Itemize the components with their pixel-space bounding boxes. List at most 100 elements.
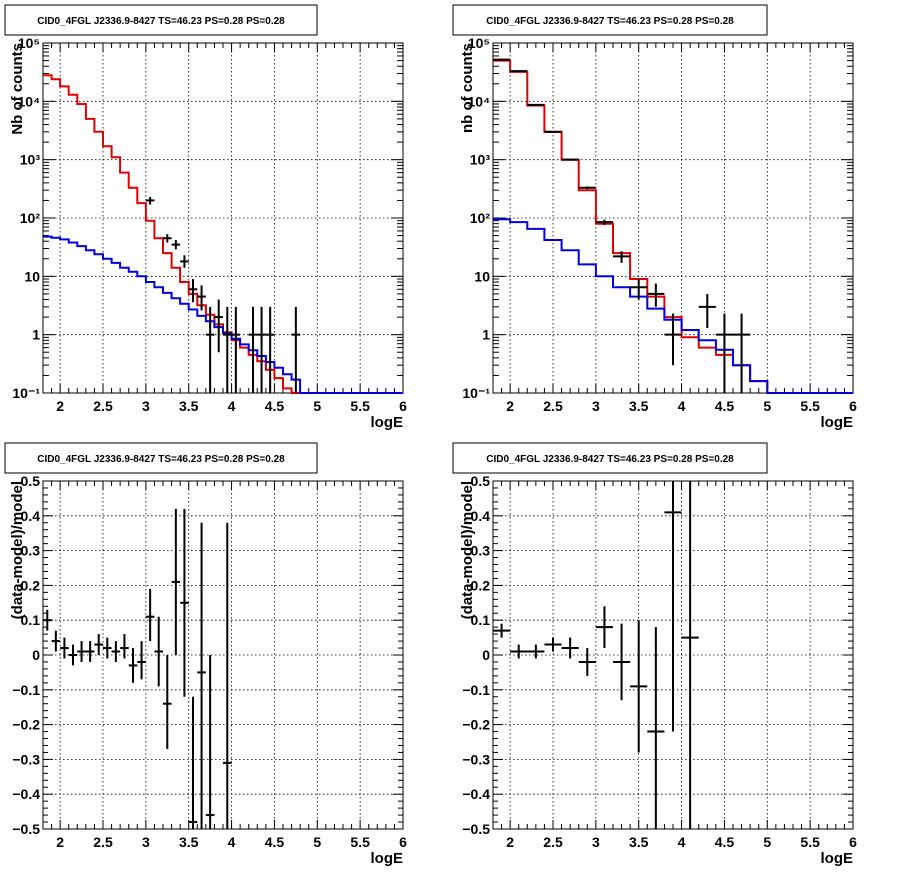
series-line-blue bbox=[493, 218, 853, 394]
y-tick-label: 10 bbox=[474, 268, 490, 284]
x-tick-label: 3.5 bbox=[629, 834, 649, 850]
data-point bbox=[561, 637, 579, 659]
data-point bbox=[188, 279, 198, 303]
panel-top-left-counts: CID0_4FGL J2336.9-8427 TS=46.23 PS=0.28 … bbox=[4, 4, 407, 431]
y-tick-label: −0.3 bbox=[462, 751, 490, 767]
data-point bbox=[248, 306, 258, 393]
y-tick-label: −0.2 bbox=[462, 717, 490, 733]
x-tick-label: 3 bbox=[142, 398, 150, 414]
x-tick-label: 6 bbox=[849, 834, 857, 850]
y-tick-label: 10⁴ bbox=[18, 93, 41, 109]
data-point bbox=[613, 623, 631, 701]
x-tick-label: 4 bbox=[228, 398, 236, 414]
y-tick-label: 0.3 bbox=[471, 543, 491, 559]
data-point bbox=[128, 648, 138, 683]
data-point bbox=[265, 306, 275, 393]
x-tick-label: 5.5 bbox=[350, 834, 370, 850]
y-tick-label: −0.4 bbox=[462, 786, 490, 802]
x-tick-label: 4.5 bbox=[715, 398, 735, 414]
x-tick-label: 4 bbox=[678, 834, 686, 850]
x-tick-label: 3.5 bbox=[629, 398, 649, 414]
y-tick-label: 0.4 bbox=[21, 508, 41, 524]
x-tick-label: 4.5 bbox=[265, 834, 285, 850]
data-point bbox=[595, 219, 613, 225]
x-tick-label: 5 bbox=[763, 834, 771, 850]
x-axis-label: logE bbox=[371, 850, 404, 867]
y-axis-label: (data-model)/model bbox=[459, 481, 476, 619]
data-point bbox=[163, 234, 172, 243]
data-point bbox=[291, 306, 301, 393]
y-tick-label: 0.4 bbox=[471, 508, 491, 524]
data-point bbox=[231, 306, 241, 393]
data-point bbox=[137, 641, 146, 680]
x-tick-label: 5.5 bbox=[350, 398, 370, 414]
data-point bbox=[223, 522, 232, 829]
data-point bbox=[733, 313, 751, 393]
data-point bbox=[223, 306, 232, 393]
data-point bbox=[214, 299, 223, 353]
x-tick-label: 2 bbox=[56, 398, 64, 414]
y-tick-label: 10³ bbox=[20, 152, 41, 168]
data-point bbox=[68, 644, 78, 666]
y-tick-label: 10⁻¹ bbox=[12, 385, 40, 401]
data-point bbox=[664, 313, 682, 366]
data-point bbox=[578, 648, 596, 676]
data-point bbox=[613, 251, 631, 263]
x-tick-label: 5 bbox=[313, 834, 321, 850]
y-tick-label: 0 bbox=[32, 647, 40, 663]
data-point bbox=[647, 627, 665, 829]
x-tick-label: 3.5 bbox=[179, 398, 199, 414]
data-point bbox=[527, 644, 545, 659]
data-point bbox=[493, 58, 511, 61]
title-box bbox=[4, 4, 318, 36]
data-point bbox=[43, 609, 52, 631]
panel-bottom-left-residuals: CID0_4FGL J2336.9-8427 TS=46.23 PS=0.28 … bbox=[4, 442, 407, 867]
data-point bbox=[595, 606, 613, 649]
x-tick-label: 6 bbox=[399, 834, 407, 850]
x-tick-label: 2 bbox=[56, 834, 64, 850]
data-point bbox=[527, 103, 545, 106]
data-point bbox=[77, 641, 86, 662]
x-tick-label: 2.5 bbox=[543, 834, 563, 850]
x-tick-label: 3 bbox=[142, 834, 150, 850]
x-axis-label: logE bbox=[821, 850, 854, 867]
y-axis-label: nb of counts bbox=[459, 43, 476, 133]
y-tick-label: 0.5 bbox=[471, 473, 491, 489]
x-axis-label: logE bbox=[821, 414, 854, 431]
data-point bbox=[188, 696, 198, 829]
panel-top-right-counts: CID0_4FGL J2336.9-8427 TS=46.23 PS=0.28 … bbox=[452, 4, 857, 431]
x-tick-label: 2.5 bbox=[93, 398, 113, 414]
y-tick-label: 0 bbox=[482, 647, 490, 663]
data-point bbox=[145, 196, 155, 205]
data-point bbox=[171, 239, 181, 250]
y-tick-label: −0.5 bbox=[12, 821, 40, 837]
panel-title: CID0_4FGL J2336.9-8427 TS=46.23 PS=0.28 … bbox=[37, 16, 285, 27]
y-axis-label: Nb of counts bbox=[9, 43, 26, 135]
y-tick-label: 0.2 bbox=[21, 577, 41, 593]
x-tick-label: 2.5 bbox=[93, 834, 113, 850]
panel-title: CID0_4FGL J2336.9-8427 TS=46.23 PS=0.28 … bbox=[37, 454, 285, 465]
data-point bbox=[60, 637, 69, 659]
x-tick-label: 6 bbox=[849, 398, 857, 414]
data-point bbox=[510, 644, 528, 659]
y-tick-label: 0.5 bbox=[21, 473, 41, 489]
x-tick-label: 4.5 bbox=[265, 398, 285, 414]
x-tick-label: 2.5 bbox=[543, 398, 563, 414]
x-tick-label: 4.5 bbox=[715, 834, 735, 850]
y-tick-label: 10² bbox=[470, 210, 491, 226]
x-tick-label: 3 bbox=[592, 834, 600, 850]
data-point bbox=[205, 306, 215, 393]
data-point bbox=[510, 70, 528, 73]
data-point bbox=[205, 655, 215, 829]
y-tick-label: 10³ bbox=[470, 152, 491, 168]
y-tick-label: 10⁻¹ bbox=[462, 385, 490, 401]
x-tick-label: 5 bbox=[313, 398, 321, 414]
data-point bbox=[257, 306, 266, 393]
data-point bbox=[197, 522, 206, 829]
x-tick-label: 3 bbox=[592, 398, 600, 414]
y-tick-label: 10 bbox=[24, 268, 40, 284]
data-point bbox=[120, 634, 129, 659]
data-point bbox=[698, 293, 716, 329]
data-point bbox=[561, 158, 579, 161]
data-point bbox=[681, 481, 699, 829]
